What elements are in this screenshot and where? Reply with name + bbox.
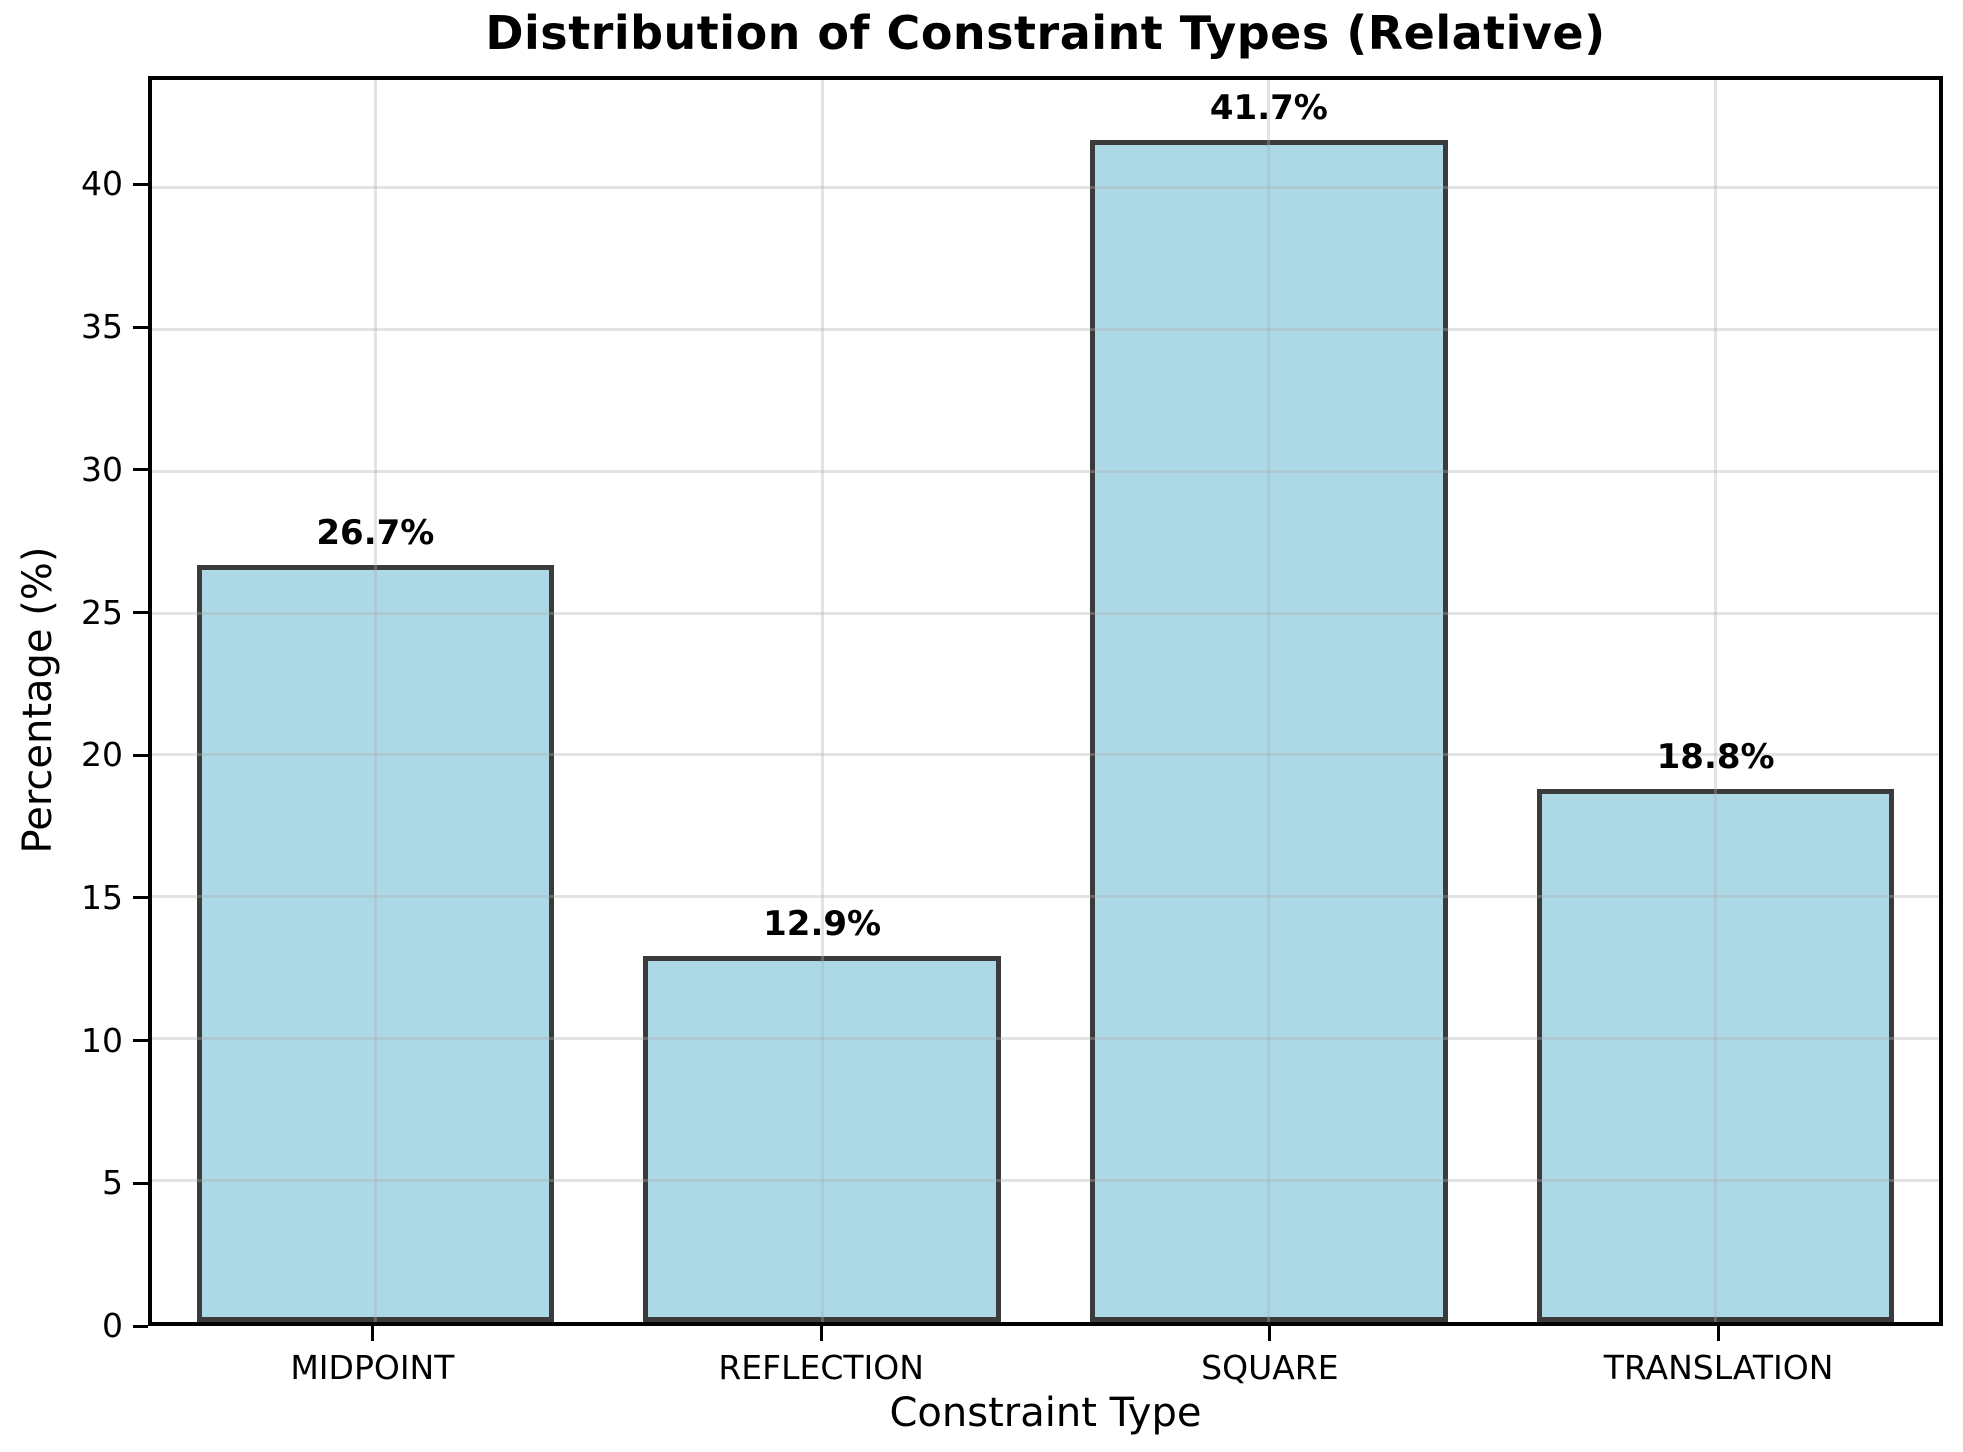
gridline-horizontal xyxy=(152,328,1939,332)
bar-value-label: 18.8% xyxy=(1656,736,1775,777)
x-axis-label: Constraint Type xyxy=(889,1390,1202,1436)
x-tick-mark xyxy=(370,1326,374,1341)
y-tick-label: 35 xyxy=(81,307,123,347)
y-tick-label: 40 xyxy=(81,164,123,204)
x-tick-mark xyxy=(819,1326,823,1341)
gridline-vertical xyxy=(820,80,824,1322)
y-tick-mark xyxy=(133,611,148,615)
bar-value-label: 26.7% xyxy=(316,512,435,553)
gridline-horizontal xyxy=(152,611,1939,615)
y-tick-label: 15 xyxy=(81,877,123,917)
y-tick-mark xyxy=(133,896,148,900)
gridline-horizontal xyxy=(152,895,1939,899)
y-axis-ticks: 0 5 10 15 20 25 30 35 40 xyxy=(0,76,148,1344)
y-tick-label: 5 xyxy=(102,1163,123,1203)
x-tick-mark xyxy=(1268,1326,1272,1341)
gridline-vertical xyxy=(373,80,377,1322)
y-tick-label: 20 xyxy=(81,735,123,775)
grid-layer xyxy=(152,80,1939,1322)
x-tick-label-translation: TRANSLATION xyxy=(1603,1348,1834,1387)
bar-value-label: 12.9% xyxy=(763,904,882,945)
bar-reflection xyxy=(643,956,1001,1322)
y-tick-mark xyxy=(133,1039,148,1043)
x-tick-label-midpoint: MIDPOINT xyxy=(290,1348,455,1387)
y-tick-mark xyxy=(133,182,148,186)
y-tick-mark xyxy=(133,1181,148,1185)
chart-title: Distribution of Constraint Types (Relati… xyxy=(485,6,1606,60)
gridline-horizontal xyxy=(152,1178,1939,1182)
gridline-vertical xyxy=(1714,80,1718,1322)
x-axis-ticks: MIDPOINT REFLECTION SQUARE TRANSLATION xyxy=(148,1326,1943,1416)
plot-area: 26.7% 12.9% 41.7% 18.8% xyxy=(148,76,1943,1326)
y-tick-mark xyxy=(133,468,148,472)
y-tick-mark xyxy=(133,325,148,329)
gridline-horizontal xyxy=(152,469,1939,473)
gridline-vertical xyxy=(1267,80,1271,1322)
x-tick-label-square: SQUARE xyxy=(1201,1348,1339,1387)
y-tick-mark xyxy=(133,753,148,757)
bar-square xyxy=(1090,139,1448,1322)
x-tick-mark xyxy=(1717,1326,1721,1341)
x-tick-label-reflection: REFLECTION xyxy=(718,1348,924,1387)
bar-value-label: 41.7% xyxy=(1209,87,1328,128)
bar-midpoint xyxy=(196,564,555,1322)
gridline-horizontal xyxy=(152,1036,1939,1040)
y-tick-label: 30 xyxy=(81,449,123,489)
bar-layer xyxy=(152,80,1939,1322)
bar-translation xyxy=(1536,788,1895,1322)
annotation-layer: 26.7% 12.9% 41.7% 18.8% xyxy=(152,80,1939,1322)
gridline-horizontal xyxy=(152,186,1939,190)
y-tick-label: 10 xyxy=(81,1020,123,1060)
y-tick-label: 0 xyxy=(102,1306,123,1345)
gridline-horizontal xyxy=(152,753,1939,757)
y-tick-label: 25 xyxy=(81,592,123,632)
y-tick-mark xyxy=(133,1324,148,1328)
